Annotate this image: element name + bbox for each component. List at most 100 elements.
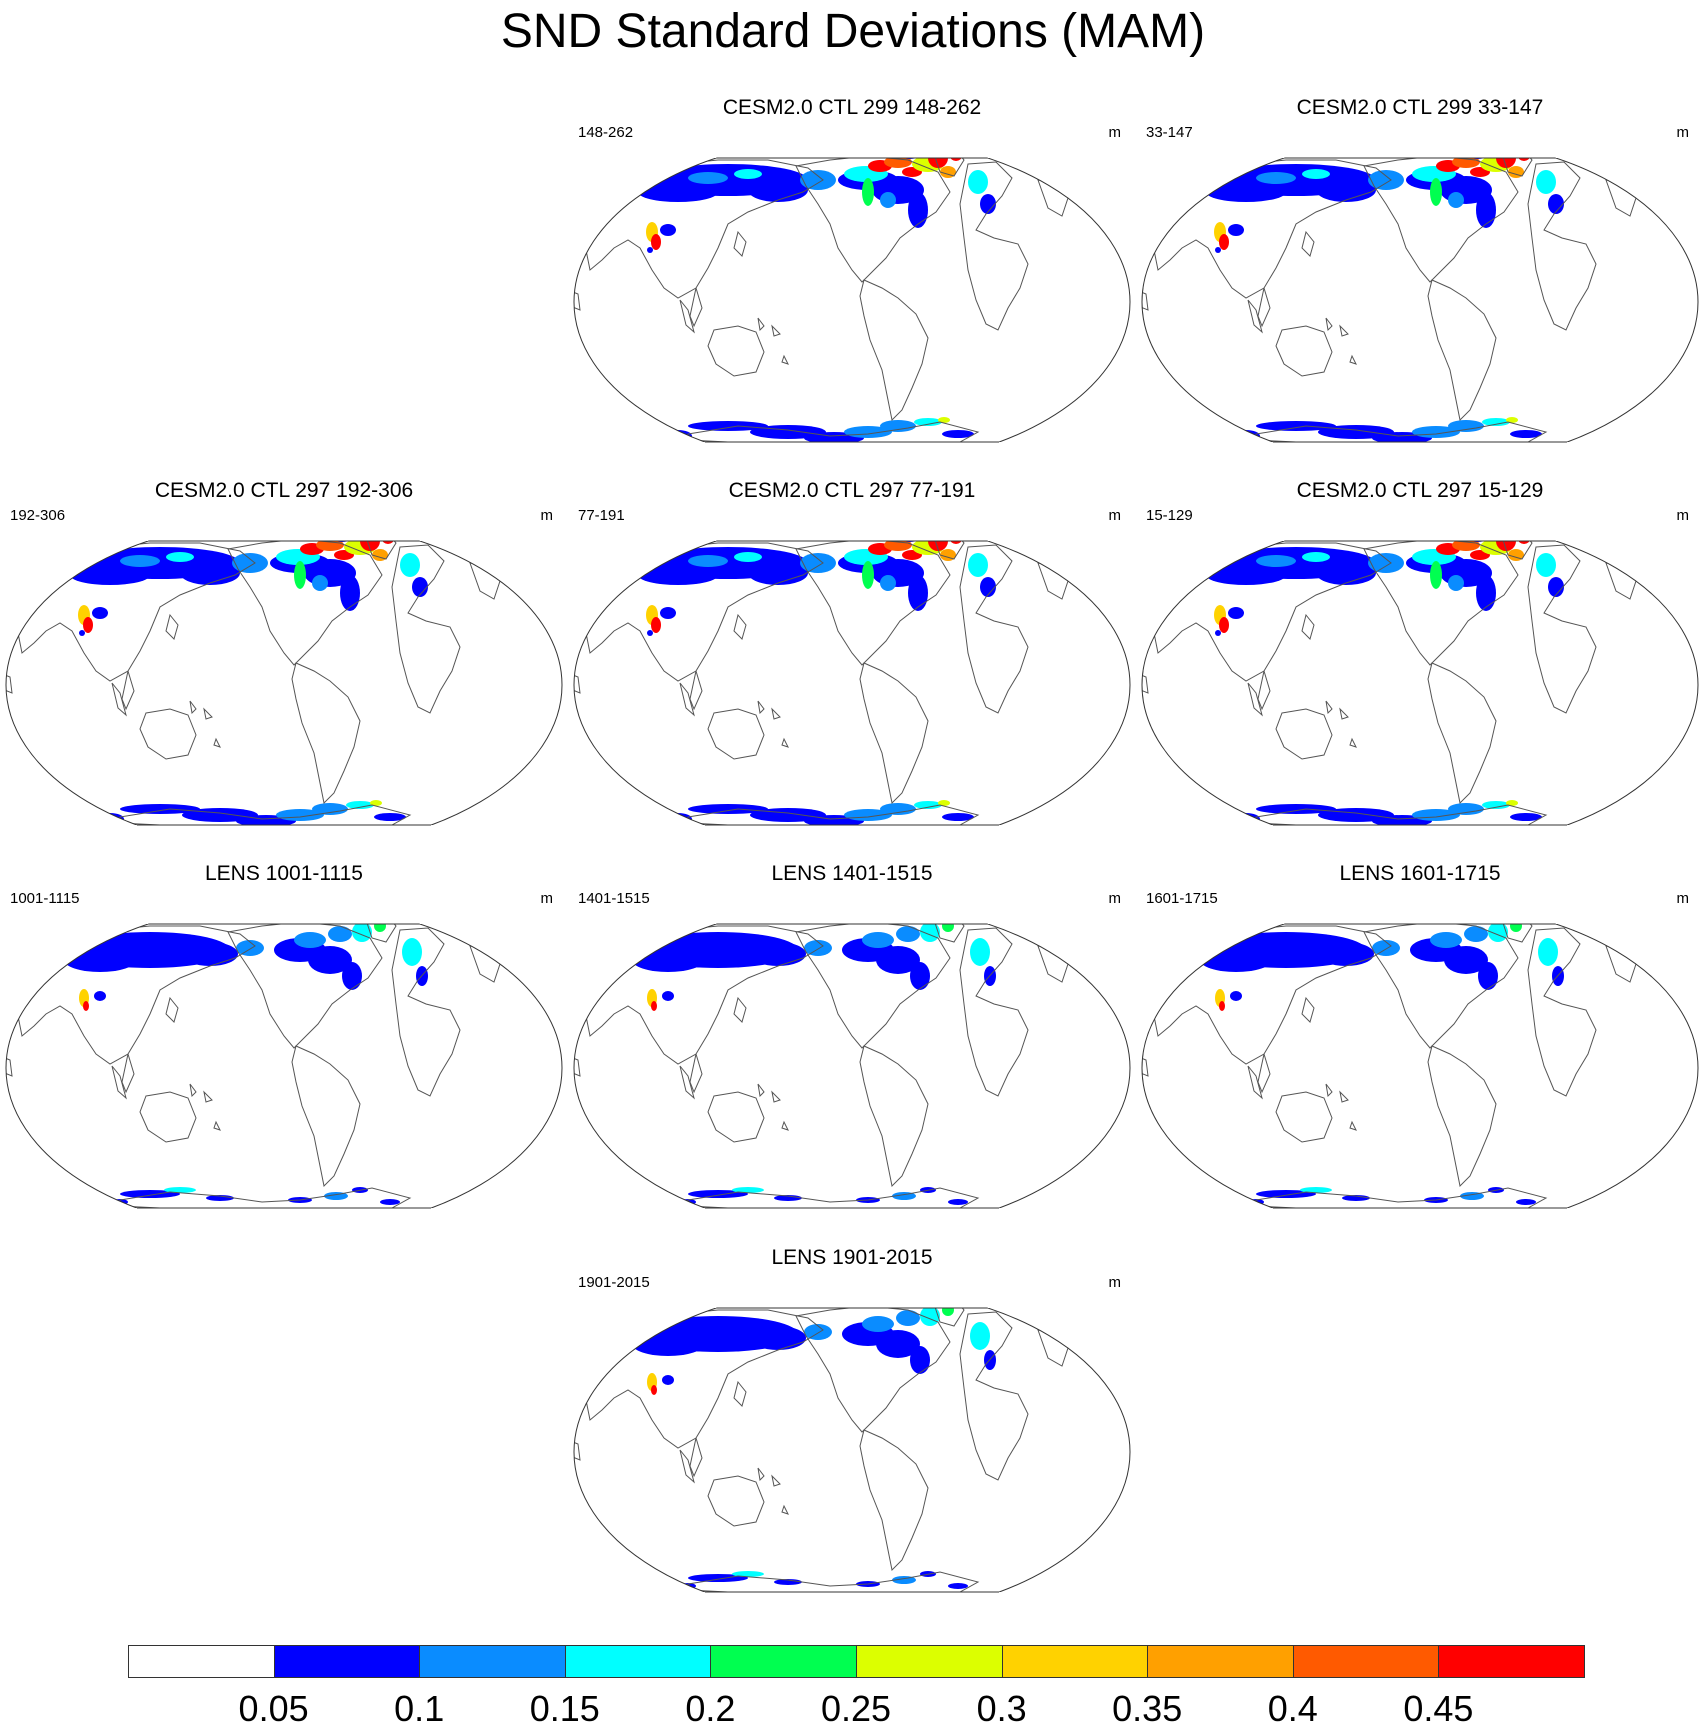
panel-years-label: 192-306 <box>10 507 66 524</box>
coastline <box>859 279 929 422</box>
snow-region <box>748 561 808 585</box>
snow-region <box>862 178 874 206</box>
coastline <box>1037 945 1069 983</box>
map-panel: LENS 1401-1515 1401-1515 m <box>568 862 1136 1232</box>
snow-region <box>910 962 930 990</box>
colorbar-box <box>1438 1645 1585 1678</box>
snow-region <box>1206 565 1286 585</box>
coastline <box>733 230 747 257</box>
panel-title: CESM2.0 CTL 299 33-147 <box>1296 96 1544 119</box>
snow-region <box>370 800 382 806</box>
snow-region <box>340 575 360 611</box>
coastline <box>679 1065 695 1100</box>
snow-region <box>688 1574 748 1582</box>
colorbar-tick-label: 0.25 <box>820 1688 892 1729</box>
snow-region <box>70 565 150 585</box>
snow-region <box>1448 192 1464 208</box>
snow-region <box>1256 804 1336 814</box>
snow-region <box>880 803 916 815</box>
map-content <box>574 541 1069 825</box>
snow-region <box>862 1316 894 1332</box>
coastline <box>227 541 383 666</box>
map-border <box>5 924 563 1208</box>
snow-region <box>688 1190 748 1198</box>
snow-region <box>94 991 106 1001</box>
coastline <box>959 927 1029 1097</box>
panel-units-label: m <box>540 890 554 907</box>
map-content <box>574 924 1069 1208</box>
map-panel: CESM2.0 CTL 297 77-191 77-191 m <box>568 479 1136 849</box>
snow-region <box>800 170 836 190</box>
snow-region <box>1516 1199 1536 1205</box>
coastline <box>795 158 951 283</box>
panel-units-label: m <box>1676 890 1690 907</box>
snow-region <box>308 946 352 974</box>
coastline <box>931 541 965 560</box>
globe-map <box>573 157 1131 443</box>
coastline <box>1275 325 1333 377</box>
snow-region <box>880 420 916 432</box>
coastline <box>757 1083 789 1131</box>
snow-region <box>1430 178 1442 206</box>
coastline <box>959 544 1029 714</box>
coastline <box>795 924 951 1049</box>
coastline <box>1325 1083 1357 1131</box>
coastline <box>1037 1329 1069 1367</box>
coastline <box>1037 179 1069 217</box>
panel-years-label: 1401-1515 <box>578 890 650 907</box>
snow-region <box>651 1001 657 1011</box>
colorbar-box <box>564 1645 712 1678</box>
snow-region <box>662 1375 674 1385</box>
snow-region <box>1448 575 1464 591</box>
coastline <box>363 541 397 560</box>
coastline <box>363 924 397 943</box>
coastline <box>121 1053 135 1094</box>
snow-region <box>1448 803 1484 815</box>
snow-region <box>1200 948 1272 972</box>
snow-region <box>164 1187 196 1193</box>
coastline <box>291 662 361 805</box>
coastline <box>733 996 747 1023</box>
coastline <box>959 1311 1029 1481</box>
snow-region <box>294 932 326 948</box>
snow-region <box>64 948 136 972</box>
colorbar-tick-label: 0.35 <box>1112 1688 1183 1729</box>
snow-region <box>232 553 268 573</box>
snow-region <box>1506 417 1518 423</box>
snow-region <box>942 924 954 932</box>
colorbar-tick-label: 0.3 <box>976 1688 1027 1729</box>
snow-region <box>970 938 990 966</box>
snow-region <box>1232 430 1260 442</box>
coastline <box>1527 161 1597 331</box>
snow-region <box>294 561 306 589</box>
snow-region <box>1228 607 1244 619</box>
snow-region <box>980 194 996 214</box>
coastline <box>679 1449 695 1484</box>
snow-region <box>660 224 676 236</box>
snow-region <box>1302 169 1330 179</box>
snow-region <box>402 938 422 966</box>
snow-region <box>647 247 653 253</box>
coastline <box>1247 682 1263 717</box>
snow-region <box>942 813 974 821</box>
panel-units-label: m <box>1676 507 1690 524</box>
globe-map <box>1141 157 1699 443</box>
panel-units-label: m <box>1108 124 1122 141</box>
snow-region <box>1215 630 1221 636</box>
coastline <box>1257 1053 1271 1094</box>
snow-region <box>732 1571 764 1577</box>
snow-region <box>1300 1187 1332 1193</box>
snow-region <box>1476 575 1496 611</box>
snow-region <box>804 940 832 956</box>
coastline <box>859 1045 929 1188</box>
map-content <box>1142 924 1637 1208</box>
snow-region <box>83 617 93 633</box>
snow-region <box>942 1308 954 1316</box>
snow-region <box>1476 192 1496 228</box>
coastline <box>1499 541 1533 560</box>
coastline <box>1527 544 1597 714</box>
coastline <box>931 158 965 177</box>
colorbar-box <box>128 1645 275 1678</box>
snow-region <box>938 417 950 423</box>
snow-region <box>1372 940 1400 956</box>
